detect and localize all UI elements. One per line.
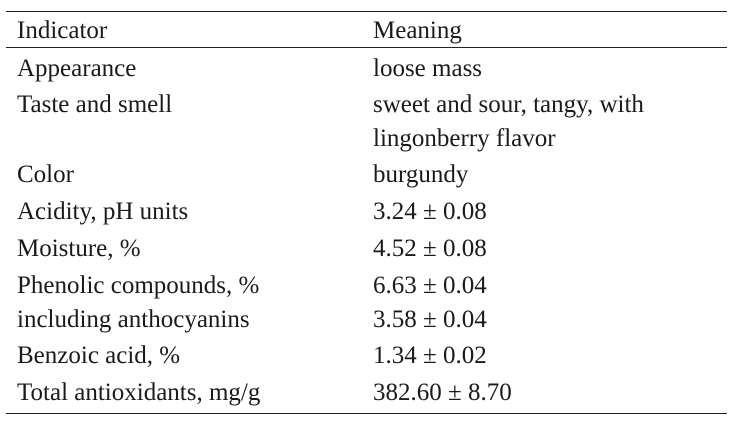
indicator-cell: Benzoic acid, % bbox=[17, 342, 181, 369]
header-meaning: Meaning bbox=[373, 17, 462, 44]
table-row: Color burgundy bbox=[6, 158, 727, 195]
meaning-cell-line2: lingonberry flavor bbox=[373, 125, 556, 152]
meaning-cell: 6.63 ± 0.04 bbox=[373, 272, 487, 299]
bottom-rule bbox=[6, 413, 727, 414]
table-row: Benzoic acid, % 1.34 ± 0.02 bbox=[6, 339, 727, 376]
indicator-cell: Moisture, % bbox=[17, 235, 141, 262]
indicator-cell: Acidity, pH units bbox=[17, 198, 189, 225]
meaning-cell: 4.52 ± 0.08 bbox=[373, 235, 487, 262]
table-row: Total antioxidants, mg/g 382.60 ± 8.70 bbox=[6, 376, 727, 413]
meaning-cell: burgundy bbox=[373, 161, 469, 188]
meaning-cell: sweet and sour, tangy, with bbox=[373, 91, 644, 118]
data-table: Indicator Meaning Appearance loose mass … bbox=[6, 11, 727, 414]
meaning-cell-line2: 3.58 ± 0.04 bbox=[373, 306, 487, 333]
meaning-cell: 382.60 ± 8.70 bbox=[373, 379, 512, 406]
indicator-cell: Phenolic compounds, % bbox=[17, 272, 260, 299]
meaning-cell: loose mass bbox=[373, 55, 483, 82]
table-row: Appearance loose mass bbox=[6, 52, 727, 88]
indicator-cell: Color bbox=[17, 161, 74, 188]
table-row: Taste and smell sweet and sour, tangy, w… bbox=[6, 88, 727, 158]
indicator-cell: Total antioxidants, mg/g bbox=[17, 379, 261, 406]
indicator-cell-line2: including anthocyanins bbox=[17, 306, 250, 333]
table-row: Moisture, % 4.52 ± 0.08 bbox=[6, 232, 727, 269]
indicator-cell: Appearance bbox=[17, 55, 137, 82]
indicator-cell: Taste and smell bbox=[17, 91, 173, 118]
meaning-cell: 3.24 ± 0.08 bbox=[373, 198, 487, 225]
table-row: Phenolic compounds, % including anthocya… bbox=[6, 269, 727, 339]
meaning-cell: 1.34 ± 0.02 bbox=[373, 342, 487, 369]
header-indicator: Indicator bbox=[17, 17, 108, 44]
top-rule bbox=[6, 11, 727, 12]
table-row: Acidity, pH units 3.24 ± 0.08 bbox=[6, 195, 727, 232]
header-row: Indicator Meaning bbox=[6, 12, 727, 47]
header-rule bbox=[6, 47, 727, 48]
